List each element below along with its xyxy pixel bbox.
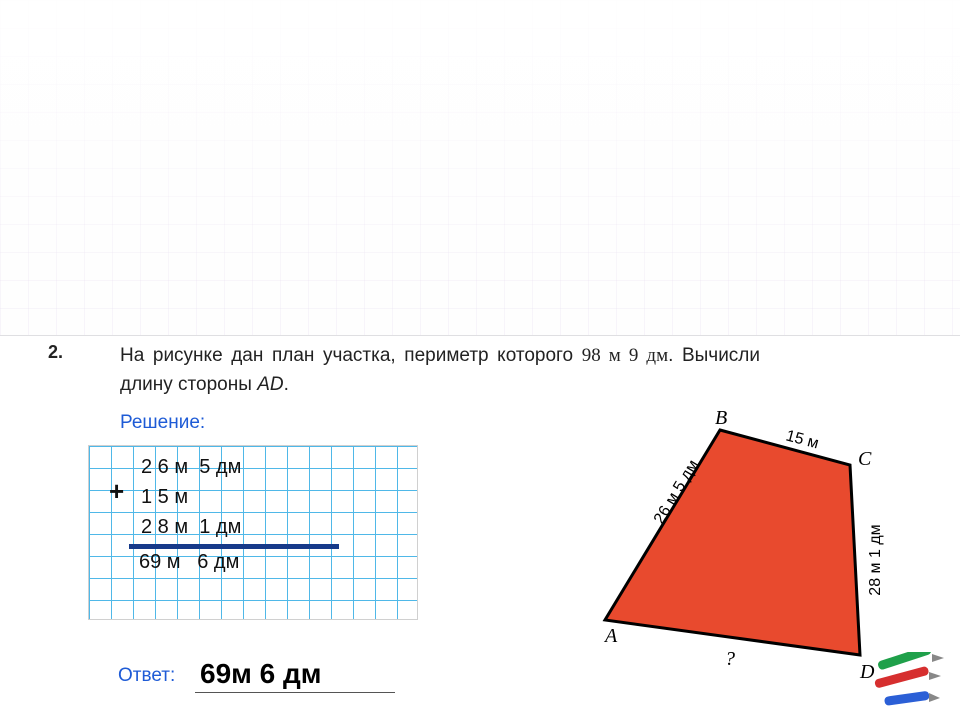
vertex-C: C	[858, 448, 872, 470]
calc-line-3: 2 8 м 1 дм	[141, 516, 241, 539]
calc-line-1: 2 6 м 5 дм	[141, 456, 241, 479]
side-CD-label: 28 м 1 дм	[867, 524, 884, 595]
calc-result: 69 м 6 дм	[139, 551, 239, 574]
markers-decoration	[862, 652, 952, 712]
calc-underline	[129, 544, 339, 549]
calculation-grid: 2 6 м 5 дм 1 5 м + 2 8 м 1 дм 69 м 6 дм	[88, 445, 418, 620]
answer-underline	[195, 692, 395, 693]
problem-number: 2.	[48, 342, 63, 363]
plus-sign: +	[109, 476, 124, 507]
answer-value: 69м 6 дм	[200, 658, 321, 690]
solution-label: Решение:	[120, 412, 205, 434]
perimeter-value: 98 м 9 дм	[582, 345, 668, 366]
plot-polygon	[605, 430, 860, 655]
side-name: AD	[257, 374, 283, 395]
answer-label: Ответ:	[118, 665, 175, 687]
side-AD-label: ?	[725, 648, 735, 670]
calc-line-2: 1 5 м	[141, 486, 188, 509]
text-part-1: На рисунке дан план участка, периметр ко…	[120, 345, 582, 366]
vertex-A: A	[603, 625, 618, 647]
problem-statement: На рисунке дан план участка, периметр ко…	[120, 342, 760, 399]
text-part-3: .	[284, 374, 289, 395]
vertex-B: B	[715, 410, 727, 429]
